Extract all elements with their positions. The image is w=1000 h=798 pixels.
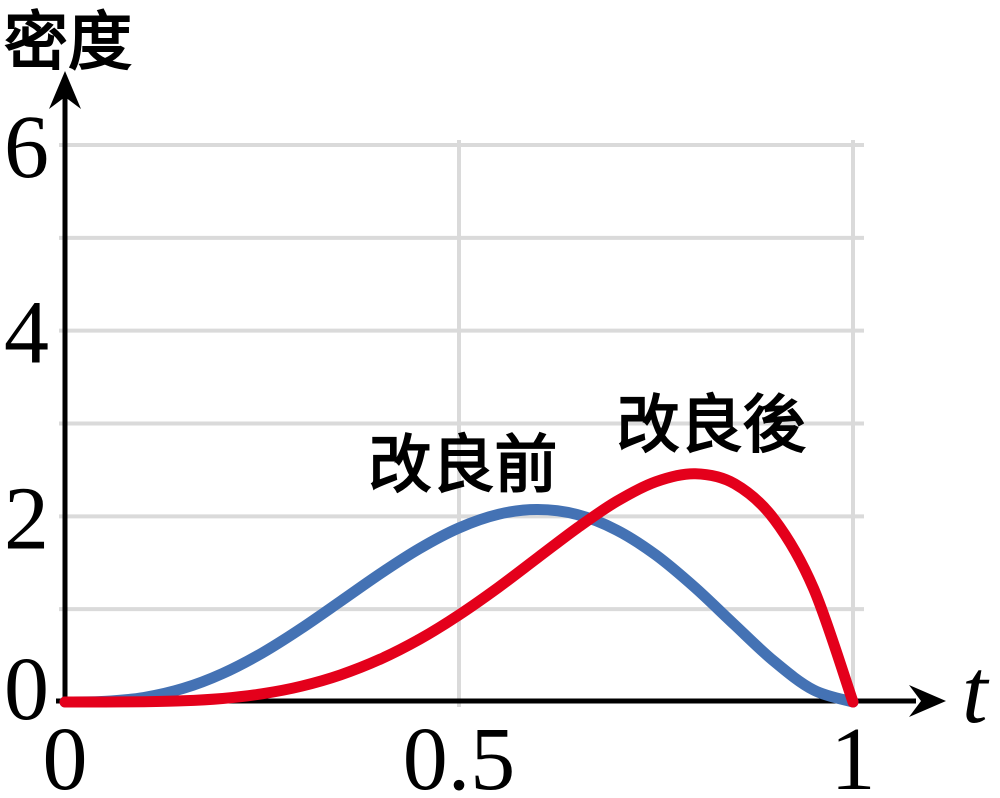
y-tick-label: 2: [4, 469, 49, 568]
y-tick-label: 4: [4, 284, 49, 383]
series-label-before-improvement: 改良前: [368, 428, 557, 501]
y-axis-title: 密度: [4, 6, 132, 80]
curve-after-improvement: [59, 468, 859, 708]
x-tick-label: 0: [43, 710, 88, 798]
tick-layer: 0 0.5 1 0 2 4 6: [4, 98, 876, 798]
y-tick-label: 0: [4, 640, 49, 739]
curve-before-improvement: [59, 503, 859, 708]
series-label-after-improvement: 改良後: [617, 389, 807, 462]
grid-layer: [59, 140, 864, 707]
y-tick-label: 6: [4, 98, 49, 197]
x-axis-title: t: [962, 640, 990, 742]
x-tick-label: 1: [831, 710, 876, 798]
x-axis-arrow-icon: [909, 685, 946, 717]
y-axis-arrow-icon: [49, 71, 81, 109]
x-tick-label: 0.5: [403, 710, 516, 798]
